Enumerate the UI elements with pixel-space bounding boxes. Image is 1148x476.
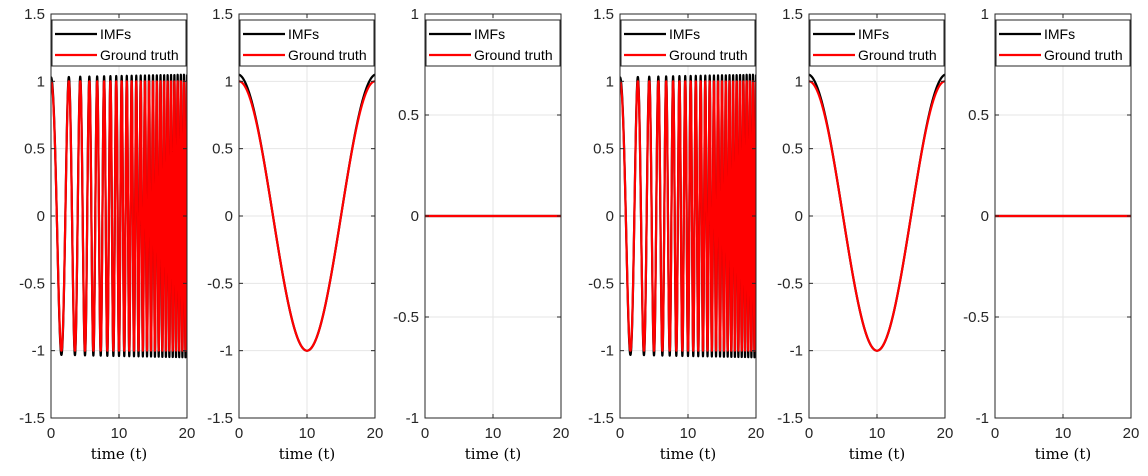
panel-1-legend: IMFs Ground truth: [52, 20, 186, 66]
panel-2-ytick-label-6: 1.5: [212, 6, 233, 23]
panel-1-ytick-label-6: 1.5: [24, 6, 45, 23]
panel-2-ytick-label-1: -1: [220, 343, 233, 360]
panel-1-ytick-label-1: -1: [32, 343, 45, 360]
panel-5-xtick-label-0: 0: [805, 425, 813, 442]
panel-3-legend-label-imfs: IMFs: [474, 26, 505, 42]
panel-5-ytick-label-5: 1: [795, 73, 803, 90]
panel-4-legend-label-ground-truth: Ground truth: [669, 47, 748, 63]
panel-4-xlabel: time (t): [660, 445, 716, 463]
panel-5-ytick-label-4: 0.5: [782, 141, 803, 158]
panel-3-legend: IMFs Ground truth: [426, 20, 560, 66]
panel-2-legend-label-imfs: IMFs: [288, 26, 319, 42]
panel-2: -1.5 -1 -0.5 0 0.5 1 1.5 0 10 20 time (t) IMFs Groun…: [207, 6, 383, 463]
panel-3-xtick-label-2: 20: [553, 425, 570, 442]
panel-1-xlabel: time (t): [91, 445, 147, 463]
panel-3-legend-label-ground-truth: Ground truth: [474, 47, 553, 63]
panel-3-xtick-label-1: 10: [485, 425, 502, 442]
panel-2-xtick-label-2: 20: [367, 425, 384, 442]
panel-3-ytick-label-4: 1: [411, 6, 419, 23]
panel-5-ytick-label-1: -1: [790, 343, 803, 360]
panel-4-ytick-label-1: -1: [601, 343, 614, 360]
panel-1-legend-label-ground-truth: Ground truth: [100, 47, 179, 63]
panel-1-ytick-label-4: 0.5: [24, 141, 45, 158]
panel-2-xtick-label-1: 10: [299, 425, 316, 442]
panel-5-legend-label-ground-truth: Ground truth: [858, 47, 937, 63]
panel-4-ytick-label-3: 0: [606, 208, 614, 225]
panel-6-ytick-label-2: 0: [981, 208, 989, 225]
panel-5-ytick-label-6: 1.5: [782, 6, 803, 23]
panel-2-ytick-label-3: 0: [225, 208, 233, 225]
panel-2-ytick-label-5: 1: [225, 73, 233, 90]
panel-2-legend-label-ground-truth: Ground truth: [288, 47, 367, 63]
panel-2-xtick-label-0: 0: [235, 425, 243, 442]
panel-2-xlabel: time (t): [279, 445, 335, 463]
panel-6-ytick-label-4: 1: [981, 6, 989, 23]
panel-5: -1.5 -1 -0.5 0 0.5 1 1.5 0 10 20 time (t) IMFs Groun…: [777, 6, 953, 463]
panel-6-ytick-label-1: -0.5: [963, 309, 989, 326]
panel-6-ytick-label-0: -1: [976, 410, 989, 427]
panel-3-xtick-label-0: 0: [421, 425, 429, 442]
panel-2-ytick-label-2: -0.5: [207, 275, 233, 292]
panel-1-ytick-label-2: -0.5: [19, 275, 45, 292]
panel-4-ytick-label-6: 1.5: [593, 6, 614, 23]
panel-6-xtick-label-0: 0: [991, 425, 999, 442]
panel-3-ytick-label-0: -1: [406, 410, 419, 427]
panel-6-xtick-label-2: 20: [1123, 425, 1140, 442]
panel-5-xtick-label-2: 20: [937, 425, 954, 442]
panel-6-legend-label-ground-truth: Ground truth: [1044, 47, 1123, 63]
panel-6-legend: IMFs Ground truth: [996, 20, 1130, 66]
panel-5-ytick-label-0: -1.5: [777, 410, 803, 427]
panel-5-xlabel: time (t): [849, 445, 905, 463]
panel-6-ytick-label-3: 0.5: [968, 107, 989, 124]
panel-5-legend: IMFs Ground truth: [810, 20, 944, 66]
panel-4-ytick-label-4: 0.5: [593, 141, 614, 158]
panel-5-ytick-label-2: -0.5: [777, 275, 803, 292]
panel-2-ytick-label-0: -1.5: [207, 410, 233, 427]
panel-4-ytick-label-2: -0.5: [588, 275, 614, 292]
panel-4-xtick-label-1: 10: [680, 425, 697, 442]
panel-4-ytick-label-0: -1.5: [588, 410, 614, 427]
panel-1-legend-label-imfs: IMFs: [100, 26, 131, 42]
panel-6-xlabel: time (t): [1035, 445, 1091, 463]
panel-4: -1.5 -1 -0.5 0 0.5 1 1.5 0 10 20 time (t) IMFs Groun…: [588, 6, 764, 463]
panel-1: -1.5 -1 -0.5 0 0.5 1 1.5 0 10 20 time (t) IMFs Groun…: [19, 6, 195, 463]
panel-4-legend: IMFs Ground truth: [621, 20, 755, 66]
panel-4-ytick-label-5: 1: [606, 73, 614, 90]
panel-5-ytick-label-3: 0: [795, 208, 803, 225]
panel-6-legend-label-imfs: IMFs: [1044, 26, 1075, 42]
panel-5-legend-label-imfs: IMFs: [858, 26, 889, 42]
panel-1-xtick-label-0: 0: [47, 425, 55, 442]
panel-1-xtick-label-1: 10: [111, 425, 128, 442]
panel-3-xlabel: time (t): [465, 445, 521, 463]
panel-3-ytick-label-2: 0: [411, 208, 419, 225]
panel-2-legend: IMFs Ground truth: [240, 20, 374, 66]
panel-3-ytick-label-1: -0.5: [393, 309, 419, 326]
panel-6-xtick-label-1: 10: [1055, 425, 1072, 442]
panel-2-ytick-label-4: 0.5: [212, 141, 233, 158]
panel-4-xtick-label-2: 20: [748, 425, 765, 442]
panel-3-ytick-label-3: 0.5: [398, 107, 419, 124]
panel-4-legend-label-imfs: IMFs: [669, 26, 700, 42]
panel-4-xtick-label-0: 0: [616, 425, 624, 442]
panel-5-xtick-label-1: 10: [869, 425, 886, 442]
panel-1-ytick-label-3: 0: [37, 208, 45, 225]
panel-1-ytick-label-0: -1.5: [19, 410, 45, 427]
panel-1-xtick-label-2: 20: [179, 425, 196, 442]
panel-1-ytick-label-5: 1: [37, 73, 45, 90]
